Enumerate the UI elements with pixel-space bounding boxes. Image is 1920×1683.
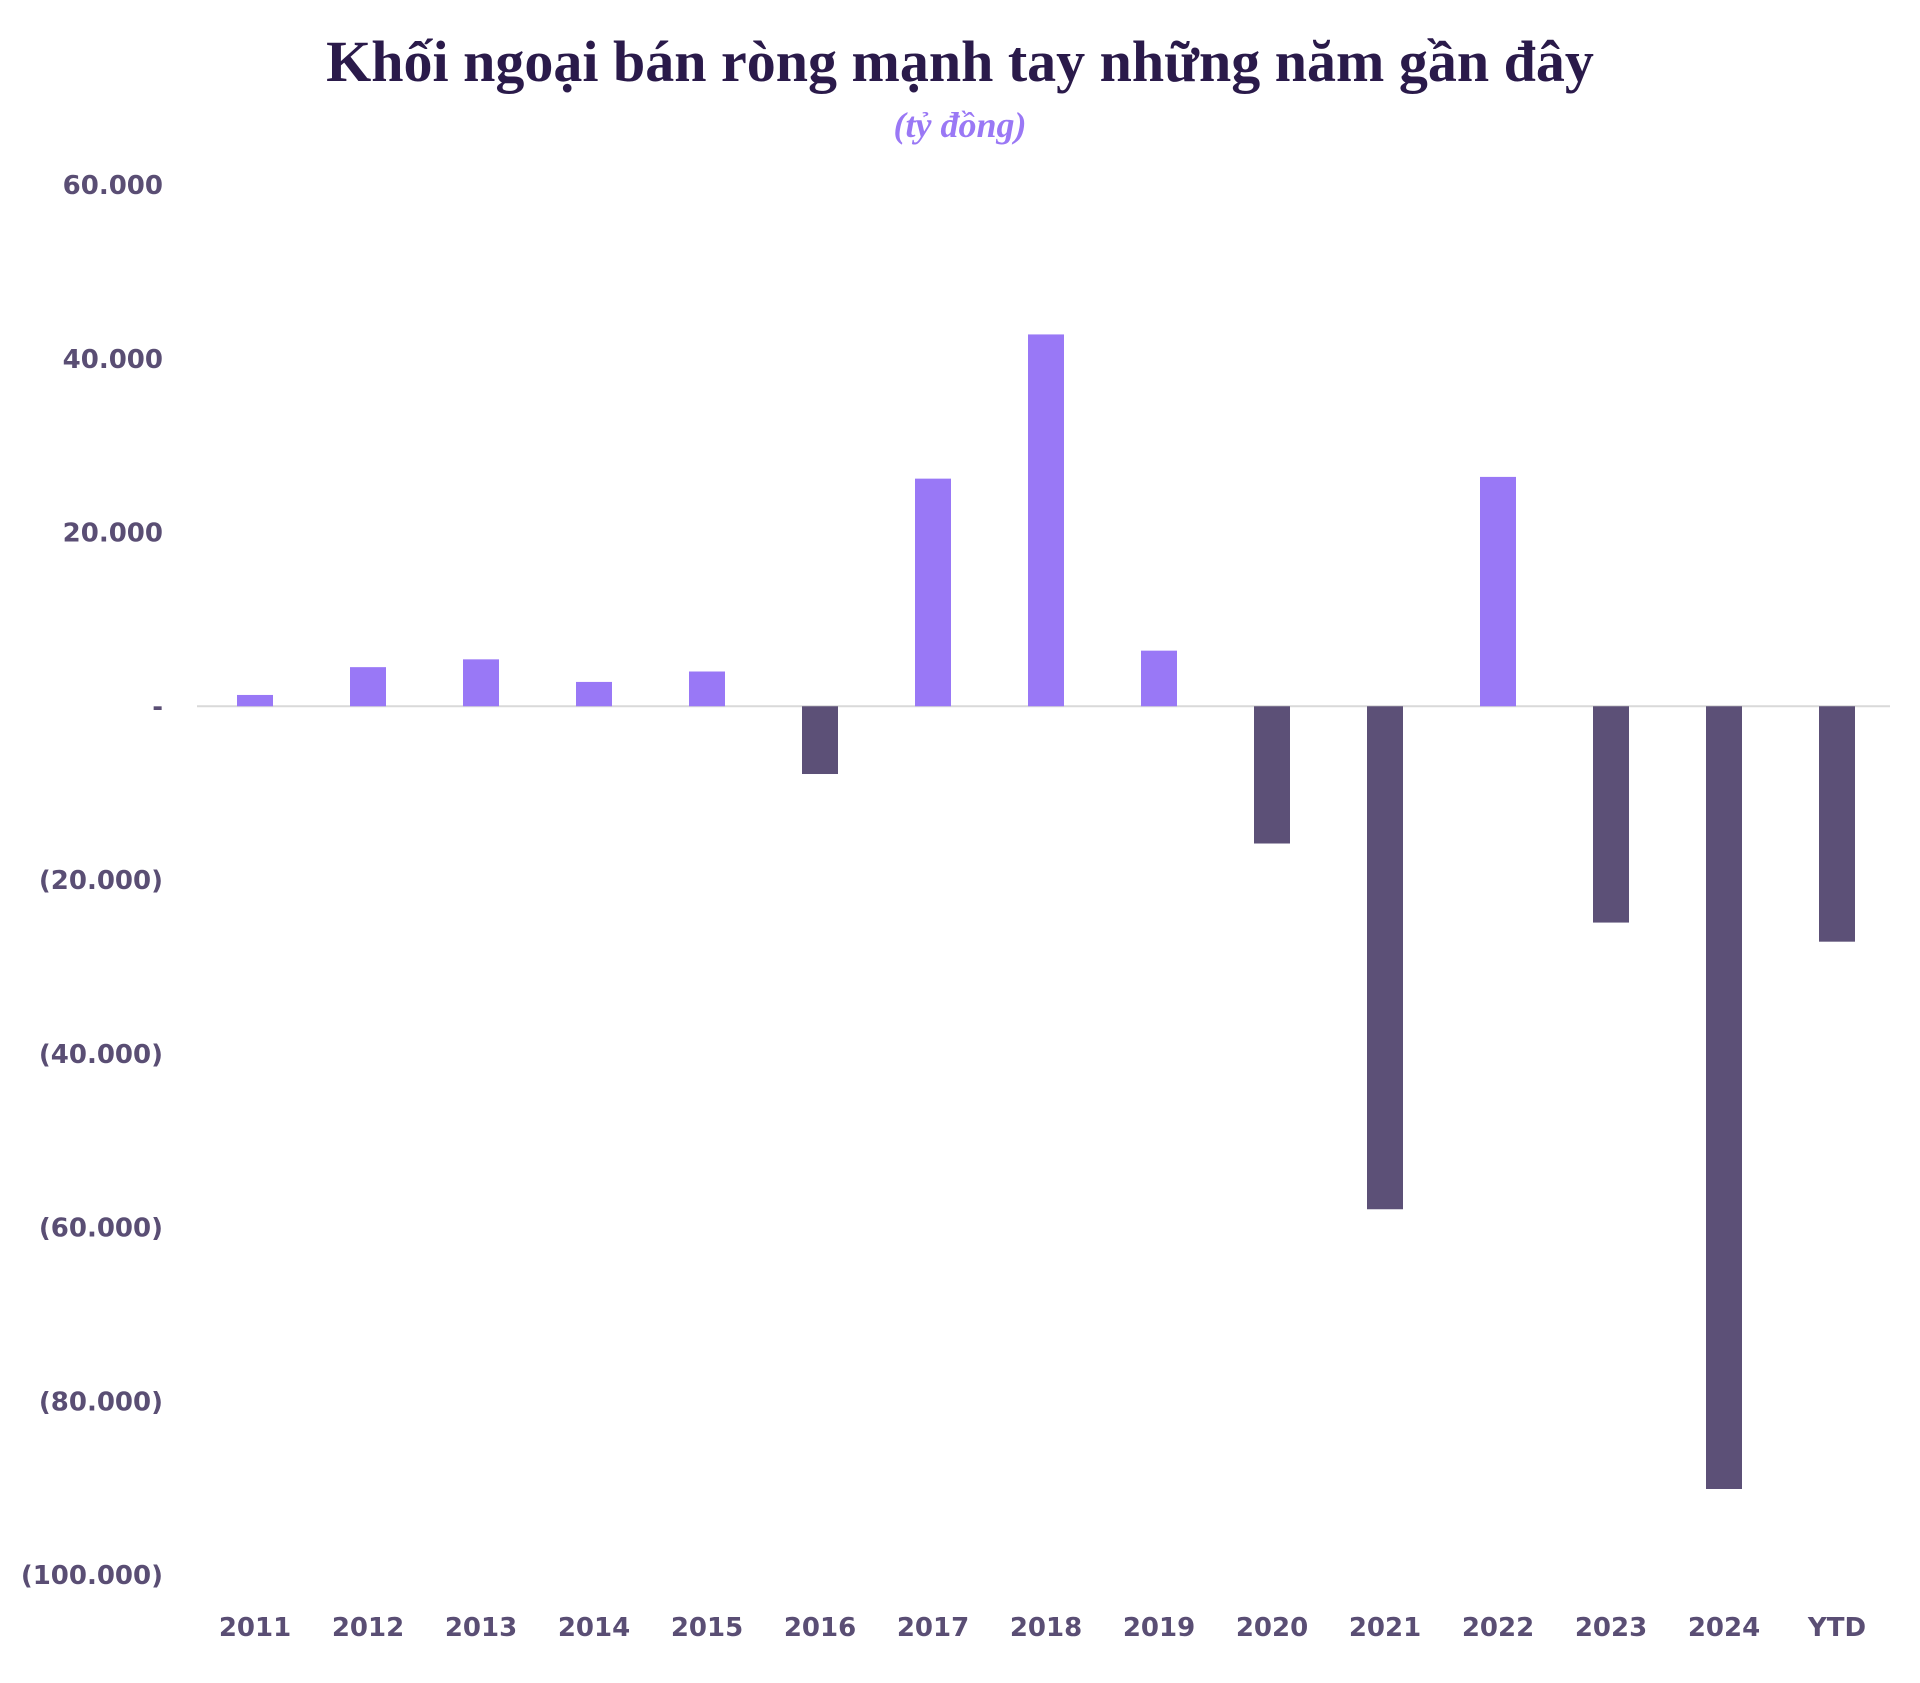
x-tick-label: 2021	[1349, 1613, 1421, 1643]
x-tick-label: 2013	[445, 1613, 517, 1643]
x-tick-label: 2024	[1688, 1613, 1760, 1643]
x-tick-label: 2012	[332, 1613, 404, 1643]
bar-2020	[1254, 706, 1290, 844]
y-tick-label: 20.000	[63, 519, 163, 549]
x-tick-label: 2014	[558, 1613, 630, 1643]
bar-2021	[1367, 706, 1403, 1210]
x-tick-label: 2018	[1010, 1613, 1082, 1643]
x-tick-label: 2019	[1123, 1613, 1195, 1643]
x-tick-label: 2016	[784, 1613, 856, 1643]
chart-subtitle: (tỷ đồng)	[893, 105, 1027, 145]
chart-title: Khối ngoại bán ròng mạnh tay những năm g…	[326, 29, 1594, 94]
bar-2019	[1141, 650, 1177, 707]
bar-2017	[915, 478, 951, 707]
y-tick-label: -	[152, 692, 163, 722]
bar-2023	[1593, 706, 1629, 923]
x-tick-label: 2011	[219, 1613, 291, 1643]
x-tick-label: 2023	[1575, 1613, 1647, 1643]
bar-2014	[576, 681, 612, 707]
y-tick-label: 40.000	[63, 345, 163, 375]
bar-2016	[802, 706, 838, 775]
bar-2012	[350, 667, 386, 707]
bar-2013	[463, 659, 499, 707]
x-tick-label: 2020	[1236, 1613, 1308, 1643]
bar-2022	[1480, 476, 1516, 707]
x-tick-label: 2017	[897, 1613, 969, 1643]
y-tick-label: (60.000)	[39, 1214, 163, 1244]
y-tick-label: (100.000)	[21, 1561, 163, 1591]
y-tick-label: 60.000	[63, 171, 163, 201]
y-tick-label: (80.000)	[39, 1387, 163, 1417]
bar-2024	[1706, 706, 1742, 1489]
bar-2011	[237, 694, 273, 707]
x-tick-label: 2022	[1462, 1613, 1534, 1643]
y-tick-label: (40.000)	[39, 1040, 163, 1070]
x-tick-label: YTD	[1807, 1613, 1866, 1643]
y-tick-label: (20.000)	[39, 866, 163, 896]
bar-2015	[689, 671, 725, 707]
x-tick-label: 2015	[671, 1613, 743, 1643]
bar-YTD	[1819, 706, 1855, 942]
bar-2018	[1028, 334, 1064, 707]
